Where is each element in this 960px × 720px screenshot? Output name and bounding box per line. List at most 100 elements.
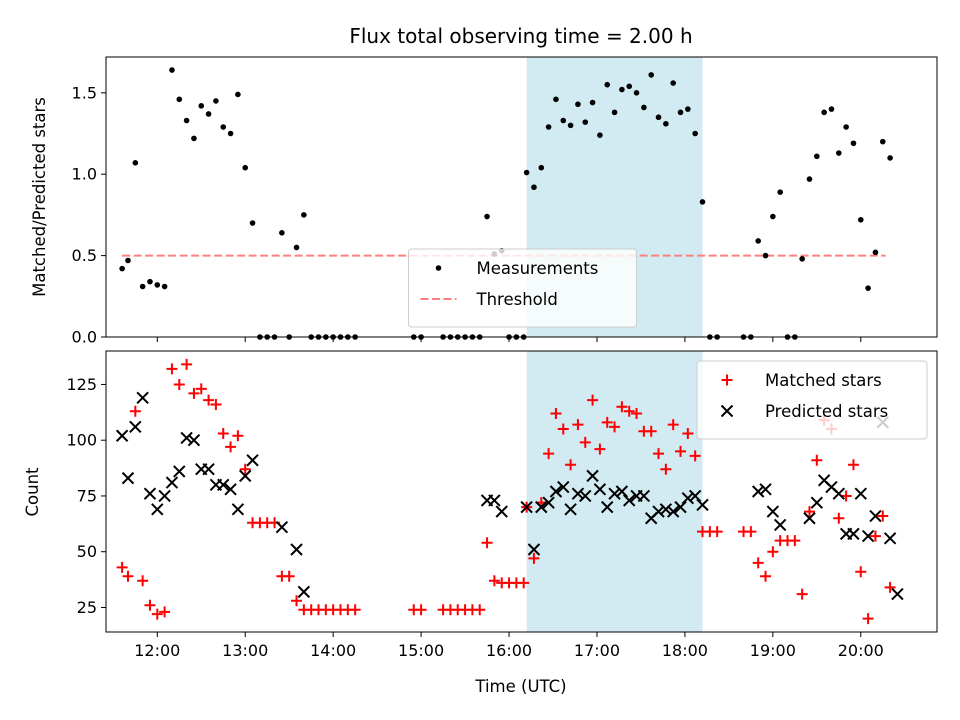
matched-stars-point: [144, 599, 156, 611]
matched-stars-point: [488, 575, 500, 587]
top-y-tick-label: 1.0: [72, 165, 97, 184]
predicted-stars-point: [542, 496, 555, 509]
legend-label: Measurements: [477, 259, 599, 278]
matched-stars-point: [557, 423, 569, 435]
matched-stars-point: [173, 378, 185, 390]
predicted-stars-point: [246, 454, 259, 467]
bottom-y-tick-label: 75: [77, 486, 97, 505]
matched-stars-point: [474, 604, 486, 616]
predicted-stars-point: [202, 462, 215, 476]
measurement-point: [857, 216, 864, 223]
predicted-stars-point: [759, 483, 772, 496]
measurement-point: [611, 109, 618, 116]
top-legend: Measurements Threshold: [408, 248, 637, 328]
predicted-stars-point: [571, 487, 585, 500]
predicted-stars-point: [136, 391, 149, 405]
matched-stars-point: [349, 604, 361, 616]
matched-stars-point: [811, 454, 823, 466]
bottom-y-tick-label: 125: [66, 375, 97, 394]
matched-stars-point: [587, 394, 599, 406]
measurement-point: [648, 72, 655, 78]
top-y-tick-label: 0.5: [72, 246, 97, 265]
measurement-point: [132, 160, 139, 166]
matched-stars-point: [217, 428, 229, 440]
measurement-point: [169, 67, 175, 73]
measurement-point: [777, 189, 783, 195]
predicted-stars-point: [696, 498, 709, 512]
legend-measurements-swatch: [435, 265, 442, 271]
matched-stars-point: [660, 463, 672, 475]
measurement-point: [589, 99, 596, 106]
predicted-stars-point: [652, 505, 665, 518]
predicted-stars-point: [115, 429, 129, 442]
predicted-stars-point: [883, 532, 897, 545]
measurement-point: [641, 104, 647, 111]
measurement-point: [249, 220, 256, 226]
matched-stars-point: [847, 459, 859, 471]
predicted-stars-point: [810, 496, 824, 509]
top-y-tick-label: 0.0: [72, 328, 97, 347]
predicted-stars-point: [681, 491, 695, 505]
x-tick-label: 19:00: [750, 641, 796, 660]
predicted-stars-point: [158, 489, 171, 503]
measurement-point: [301, 212, 307, 218]
matched-stars-point: [616, 401, 628, 413]
matched-stars-point: [188, 387, 200, 399]
matched-stars-point: [137, 575, 149, 587]
predicted-stars-point: [803, 512, 816, 525]
legend-label: Matched stars: [765, 371, 882, 390]
predicted-stars-point: [495, 505, 508, 518]
measurement-point: [663, 120, 669, 127]
predicted-stars-point: [861, 529, 875, 543]
matched-stars-point: [579, 436, 591, 448]
legend-matched-stars-swatch: [721, 374, 733, 386]
measurement-point: [227, 130, 234, 137]
matched-stars-point: [518, 577, 530, 589]
x-tick-label: 17:00: [574, 641, 620, 660]
predicted-stars-point: [751, 485, 765, 498]
predicted-stars-point: [231, 503, 245, 516]
matched-stars-point: [203, 394, 215, 406]
predicted-stars-point: [854, 487, 867, 500]
matched-stars-point: [803, 506, 815, 518]
matched-stars-point: [623, 405, 635, 417]
x-tick-label: 18:00: [662, 641, 708, 660]
measurement-point: [147, 278, 153, 285]
matched-stars-point: [711, 526, 723, 538]
predicted-stars-point: [659, 503, 673, 516]
measurement-point: [879, 138, 886, 145]
matched-stars-point: [239, 463, 251, 475]
bottom-highlight-span: [526, 351, 703, 632]
predicted-stars-point: [766, 505, 780, 518]
x-tick-label: 16:00: [486, 641, 532, 660]
measurement-point: [850, 140, 857, 147]
measurement-point: [865, 285, 871, 291]
matched-stars-point: [609, 421, 621, 433]
matched-stars-point: [653, 448, 665, 460]
bottom-legend: Matched stars Predicted stars: [696, 360, 928, 440]
measurement-point: [872, 249, 879, 256]
predicted-stars-point: [869, 509, 882, 523]
measurement-point: [575, 101, 581, 108]
predicted-stars-point: [217, 478, 230, 492]
x-tick-label: 13:00: [222, 641, 268, 660]
measurement-point: [484, 213, 490, 220]
matched-stars-point: [572, 419, 584, 431]
matched-stars-point: [796, 588, 808, 600]
measurement-point: [161, 283, 168, 290]
x-axis-label: Time (UTC): [474, 677, 566, 696]
matched-stars-point: [195, 383, 207, 395]
predicted-stars-point: [847, 527, 860, 541]
predicted-stars-point: [891, 587, 904, 601]
measurement-point: [523, 169, 530, 176]
measurement-point: [582, 119, 589, 125]
predicted-stars-point: [564, 503, 577, 516]
measurement-point: [220, 124, 227, 130]
matched-stars-point: [415, 604, 427, 616]
predicted-stars-point: [535, 500, 548, 514]
matched-stars-point: [601, 416, 613, 428]
measurement-point: [699, 199, 706, 205]
matched-stars-point: [283, 570, 295, 582]
predicted-stars-point: [527, 543, 541, 556]
matched-stars-point: [862, 613, 874, 625]
